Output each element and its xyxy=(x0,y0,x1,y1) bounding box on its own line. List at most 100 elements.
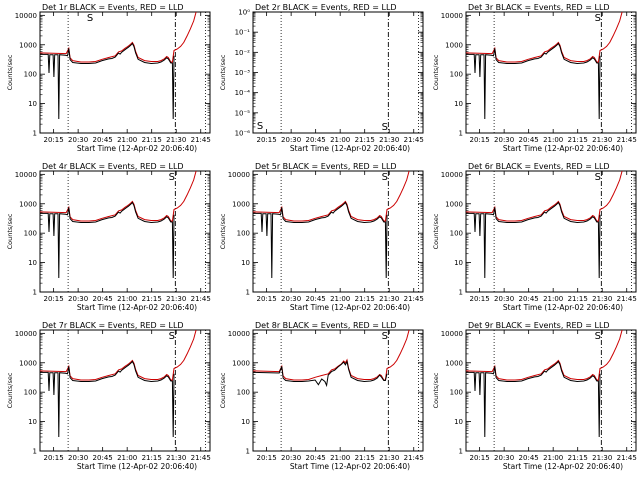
x-tick-label: 21:45 xyxy=(404,136,424,144)
x-axis-label: Start Time (12-Apr-02 20:06:40) xyxy=(290,144,410,153)
x-tick-label: 21:00 xyxy=(330,295,350,303)
x-tick-label: 21:00 xyxy=(543,136,563,144)
x-tick-label: 21:30 xyxy=(379,295,399,303)
x-tick-label: 21:45 xyxy=(617,454,637,462)
saa-marker-label: S xyxy=(382,172,388,183)
y-tick-label: 100 xyxy=(24,230,37,238)
x-tick-label: 21:15 xyxy=(355,454,375,462)
x-tick-label: 20:30 xyxy=(68,295,88,303)
y-axis-label: Counts/sec xyxy=(219,213,227,249)
y-tick-label: 1000 xyxy=(445,359,463,367)
y-axis-label: Counts/sec xyxy=(6,54,14,90)
y-tick-label: 10 xyxy=(241,259,250,267)
x-tick-label: 21:45 xyxy=(404,454,424,462)
y-tick-label: 10000 xyxy=(15,171,37,179)
x-tick-label: 21:15 xyxy=(568,454,588,462)
y-tick-label: 10 xyxy=(454,100,463,108)
x-tick-label: 21:30 xyxy=(166,454,186,462)
x-tick-label: 21:30 xyxy=(166,295,186,303)
x-tick-label: 20:30 xyxy=(281,295,301,303)
x-tick-label: 20:45 xyxy=(93,454,113,462)
x-axis-label: Start Time (12-Apr-02 20:06:40) xyxy=(77,144,197,153)
x-tick-label: 21:15 xyxy=(142,454,162,462)
x-tick-label: 21:45 xyxy=(191,136,211,144)
series-lld xyxy=(40,12,197,63)
y-tick-label: 1 xyxy=(459,448,463,456)
y-tick-label: 10⁻¹ xyxy=(235,29,251,37)
y-tick-label: 10 xyxy=(28,418,37,426)
series-events xyxy=(253,359,388,388)
x-tick-label: 21:15 xyxy=(355,295,375,303)
saa-marker-label: S xyxy=(382,122,388,133)
x-tick-label: 20:45 xyxy=(519,295,539,303)
y-tick-label: 1000 xyxy=(232,359,250,367)
x-tick-label: 21:00 xyxy=(117,454,137,462)
y-tick-label: 10 xyxy=(454,418,463,426)
x-tick-label: 21:00 xyxy=(117,295,137,303)
y-tick-label: 1 xyxy=(459,289,463,297)
y-tick-label: 10⁻⁵ xyxy=(235,109,251,117)
y-tick-label: 10000 xyxy=(441,12,463,20)
chart-title: Det 5r BLACK = Events, RED = LLD xyxy=(255,162,397,171)
x-tick-label: 20:15 xyxy=(257,136,277,144)
x-tick-label: 20:45 xyxy=(93,136,113,144)
y-tick-label: 100 xyxy=(237,230,250,238)
y-axis-label: Counts/sec xyxy=(432,372,440,408)
plot-frame xyxy=(465,329,637,452)
x-tick-label: 20:15 xyxy=(470,295,490,303)
chart-title: Det 9r BLACK = Events, RED = LLD xyxy=(468,321,610,330)
series-events xyxy=(466,360,601,438)
x-tick-label: 20:30 xyxy=(494,454,514,462)
y-tick-label: 100 xyxy=(450,389,463,397)
x-tick-label: 20:45 xyxy=(519,136,539,144)
x-tick-label: 20:45 xyxy=(306,295,326,303)
plot-frame xyxy=(252,11,424,134)
x-tick-label: 21:15 xyxy=(568,136,588,144)
y-tick-label: 1000 xyxy=(445,41,463,49)
x-tick-label: 21:15 xyxy=(568,295,588,303)
y-axis-label: Counts/sec xyxy=(6,372,14,408)
x-tick-label: 21:30 xyxy=(379,454,399,462)
y-tick-label: 1000 xyxy=(19,200,37,208)
y-axis-label: Counts/sec xyxy=(432,213,440,249)
y-tick-label: 1 xyxy=(33,130,37,138)
y-tick-label: 10000 xyxy=(228,171,250,179)
y-tick-label: 10000 xyxy=(15,12,37,20)
saa-marker-label: S xyxy=(595,13,601,24)
x-tick-label: 21:00 xyxy=(117,136,137,144)
plot-frame xyxy=(465,170,637,293)
series-events xyxy=(253,201,388,279)
chart-title: Det 1r BLACK = Events, RED = LLD xyxy=(42,3,184,12)
x-axis-label: Start Time (12-Apr-02 20:06:40) xyxy=(77,303,197,312)
chart-title: Det 4r BLACK = Events, RED = LLD xyxy=(42,162,184,171)
x-tick-label: 21:30 xyxy=(592,136,612,144)
y-tick-label: 100 xyxy=(24,389,37,397)
x-tick-label: 20:15 xyxy=(257,295,277,303)
x-axis-label: Start Time (12-Apr-02 20:06:40) xyxy=(290,462,410,471)
y-tick-label: 100 xyxy=(450,230,463,238)
x-tick-label: 21:00 xyxy=(543,454,563,462)
saa-marker-label: S xyxy=(382,331,388,342)
chart-title: Det 7r BLACK = Events, RED = LLD xyxy=(42,321,184,330)
x-axis-label: Start Time (12-Apr-02 20:06:40) xyxy=(503,462,623,471)
saa-marker-label: S xyxy=(595,172,601,183)
plot-frame xyxy=(39,329,211,452)
y-tick-label: 10 xyxy=(241,418,250,426)
x-tick-label: 20:15 xyxy=(470,136,490,144)
x-tick-label: 21:15 xyxy=(142,295,162,303)
panel-det-3: Det 3r BLACK = Events, RED = LLD Start Ti… xyxy=(432,3,637,153)
y-axis-label: Counts/sec xyxy=(219,372,227,408)
x-tick-label: 20:15 xyxy=(470,454,490,462)
x-tick-label: 21:00 xyxy=(330,136,350,144)
y-axis-label: Counts/sec xyxy=(219,54,227,90)
y-tick-label: 10000 xyxy=(441,171,463,179)
x-tick-label: 21:30 xyxy=(592,454,612,462)
y-tick-label: 10⁻³ xyxy=(235,69,251,77)
series-events xyxy=(40,201,175,279)
x-tick-label: 20:15 xyxy=(257,454,277,462)
y-tick-label: 100 xyxy=(24,71,37,79)
x-tick-label: 20:30 xyxy=(281,136,301,144)
y-tick-label: 1000 xyxy=(19,359,37,367)
panel-det-5: Det 5r BLACK = Events, RED = LLD Start Ti… xyxy=(219,162,424,312)
